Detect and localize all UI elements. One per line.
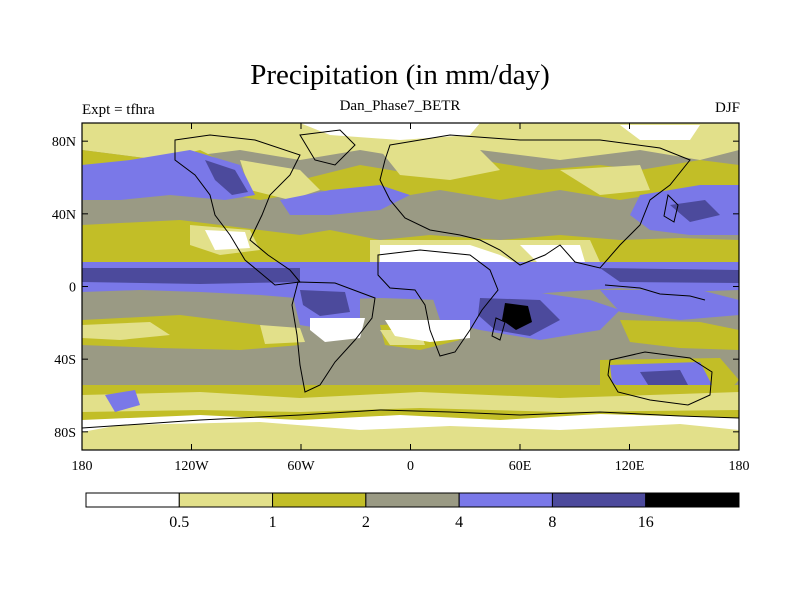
coastlines [82,129,739,429]
x-tick-label: 120E [615,459,645,474]
field-npacific-darkblue [205,160,248,195]
x-tick-label: 120W [174,459,209,474]
colorbar-swatch [365,492,460,508]
y-tick-label: 80S [54,426,76,441]
colorbar-swatch [178,492,274,508]
field-natlantic-blue [280,185,410,215]
chart-title: Precipitation (in mm/day) [250,59,550,91]
colorbar-swatch [551,492,647,508]
precipitation-field [82,123,739,450]
colorbar-label: 2 [362,514,370,531]
coast-greenland [299,129,356,166]
colorbar-swatch [85,492,180,508]
coast-madagascar [491,317,506,341]
field-nwpacific-darkblue [670,200,720,222]
field-indian-black [502,303,532,330]
colorbar-swatch [272,492,367,508]
field-nh-yellow [240,150,650,200]
colorbar-label: 8 [548,514,556,531]
coast-africa [377,249,499,357]
field-spcz-blue [600,290,739,320]
colorbar: 0.5 1 2 4 8 16 [85,492,740,531]
coast-south-america [291,281,376,393]
field-australia-darkblue [640,370,688,388]
axis-ticks: 180 120W 60W 0 60E 120E 180 80N 40N 0 40S 80S [52,123,750,474]
x-tick-label: 0 [407,459,414,474]
coast-eurasia [379,134,691,269]
field-amazon-darkblue [300,290,350,316]
field-nh-subtropic-yellow [190,225,600,262]
field-sh-dry-white [310,318,470,342]
y-tick-label: 80N [52,135,76,150]
field-southern-yellow [82,392,739,412]
x-tick-label: 60E [509,459,532,474]
x-tick-label: 180 [72,459,93,474]
field-antarctic-yellow [82,422,739,450]
y-tick-label: 0 [69,281,76,296]
colorbar-swatch [645,492,740,508]
season-label: DJF [714,100,740,116]
field-southern-blue-patch [105,390,140,412]
x-tick-label: 60W [287,459,315,474]
coast-japan [663,193,679,223]
coast-north-america [174,134,301,286]
field-itcz-darkblue [82,268,739,284]
experiment-label: Expt = tfhra [82,102,155,118]
coast-indonesia [604,284,706,301]
colorbar-label: 16 [638,514,654,531]
coast-australia [607,351,713,406]
y-tick-label: 40N [52,208,76,223]
x-tick-label: 180 [729,459,750,474]
colorbar-swatch [458,492,553,508]
colorbar-label: 4 [455,514,463,531]
chart-subtitle: Dan_Phase7_BETR [339,98,461,114]
field-arctic-white [300,123,700,140]
field-sh-subtropic-yellow [82,322,425,345]
colorbar-label: 0.5 [169,514,189,531]
y-tick-label: 40S [54,353,76,368]
colorbar-label: 1 [269,514,277,531]
coast-antarctica [82,409,739,429]
